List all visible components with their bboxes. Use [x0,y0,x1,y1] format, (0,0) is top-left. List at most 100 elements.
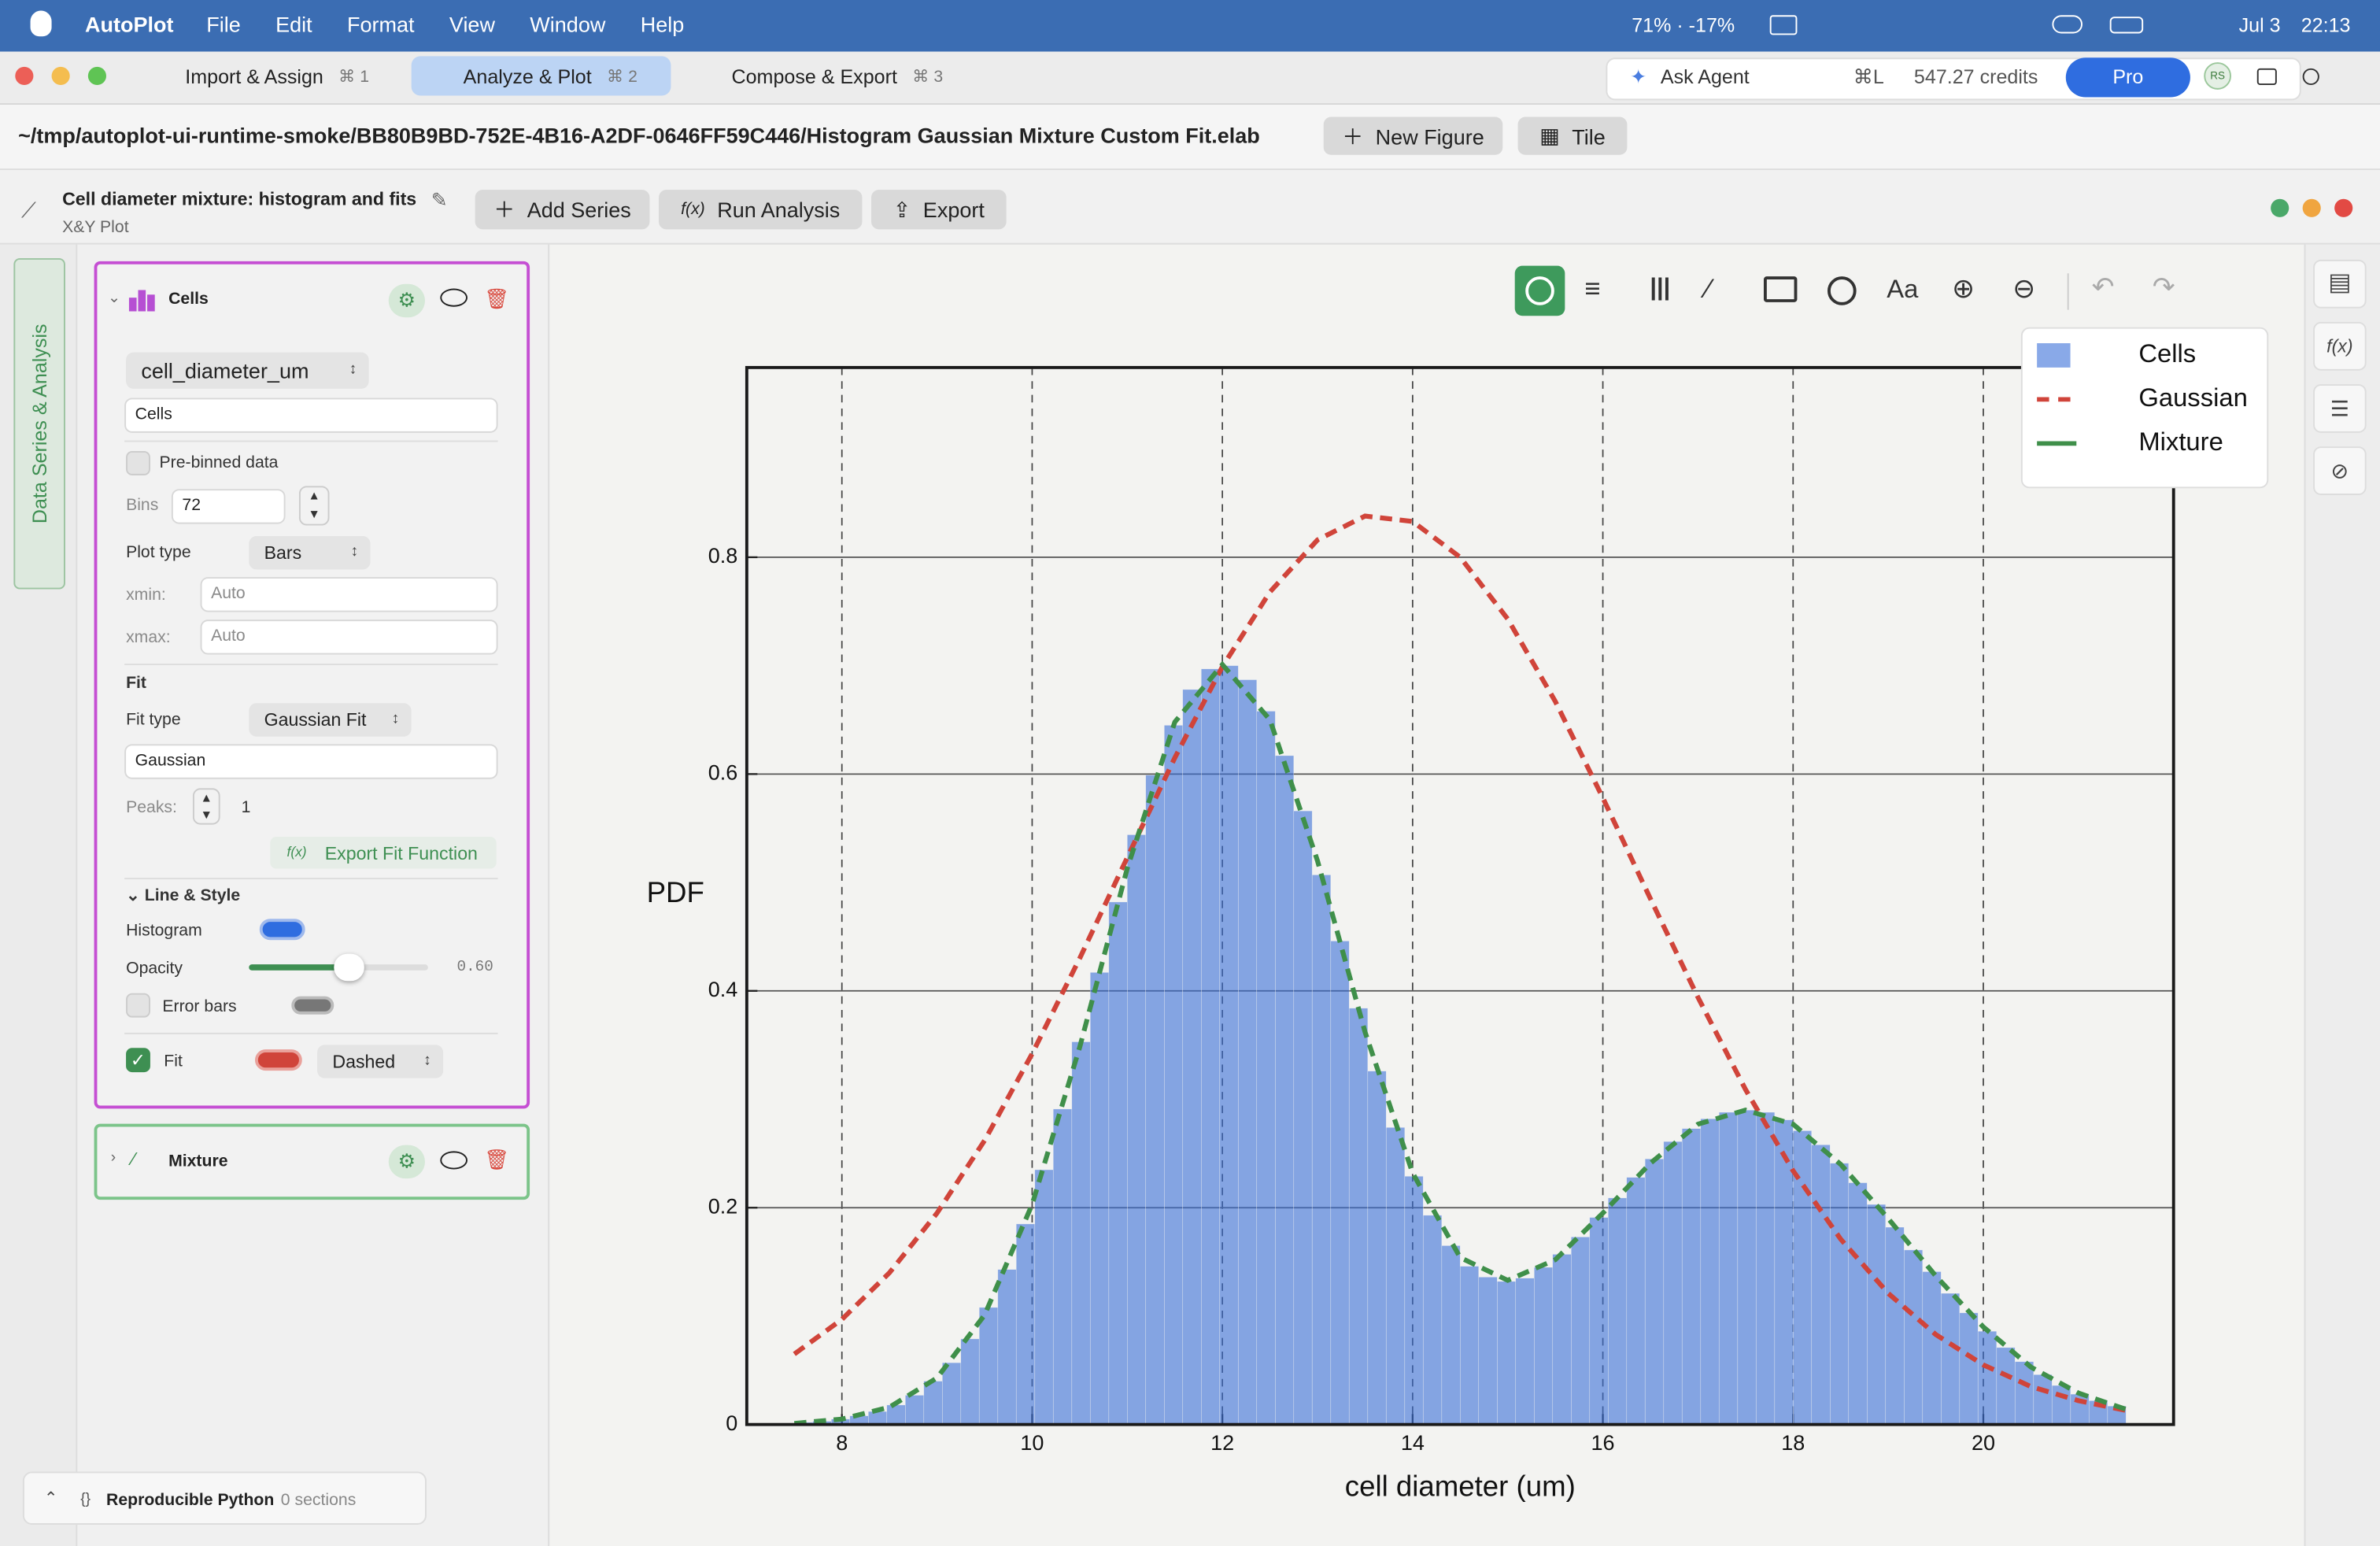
histogram-bar [1626,1177,1646,1425]
fx-button[interactable]: f(x) [2313,322,2367,371]
column-select[interactable]: cell_diameter_um [126,352,369,389]
prebinned-checkbox[interactable] [126,450,150,475]
delete-button[interactable]: 🗑 [484,1148,510,1171]
table-button[interactable]: ▤ [2313,259,2367,309]
text-tool[interactable]: Aa [1887,275,1919,304]
zoom-in-tool[interactable]: ⊕ [1952,273,1975,304]
plot-type-select[interactable]: Bars [249,536,371,570]
fit-type-label: Fit type [126,710,181,730]
export-fit-button[interactable] [270,837,497,869]
chevron: ⌃ [43,1489,58,1508]
figure-window-btn[interactable] [2302,198,2321,217]
peaks-stepper[interactable]: ▲ ▼ [192,788,220,825]
settings-sliders-button[interactable]: ☰ [2313,384,2367,433]
add-series-button[interactable]: ＋ Add Series [475,190,650,230]
menu-item[interactable]: View [449,12,495,37]
rect-tool[interactable] [1763,276,1798,302]
bins-field[interactable]: 72 [171,489,286,524]
collapse-chevron[interactable]: ⌄ [107,290,121,307]
histogram-bar [1201,668,1221,1425]
tab[interactable]: Import & Assign ⌘ 1 [134,56,403,95]
expand-chevron[interactable]: › [110,1149,116,1167]
menu-item[interactable]: Format [347,12,415,37]
menu-item[interactable]: File [206,12,241,37]
x-tick-label: 10 [1020,1431,1044,1455]
pro-button[interactable]: Pro [2065,57,2190,98]
xmin-field[interactable]: Auto [200,577,498,612]
opacity-slider[interactable] [334,953,364,982]
theme-icon[interactable] [2302,68,2319,86]
x-tick-label: 16 [1591,1431,1615,1455]
ellipse-tool[interactable] [1827,276,1857,305]
minimize-window[interactable] [51,66,70,86]
histogram-bar [1164,725,1184,1425]
edit-title[interactable]: ✎ [431,188,448,212]
redo-button[interactable]: ↷ [2152,272,2175,302]
avatar[interactable]: RS [2204,62,2231,90]
settings-button[interactable]: ⚙ [388,283,425,318]
figure-window-btn[interactable] [2271,198,2289,217]
visibility-toggle[interactable] [440,1151,468,1170]
python-panel[interactable] [22,1471,427,1525]
error-bars-swatch[interactable] [291,996,334,1015]
export-button[interactable]: ⇪ Export [870,190,1007,230]
button-label: New Figure [1375,124,1484,149]
zoom-window[interactable] [87,66,106,86]
wifi-icon[interactable] [2052,15,2082,34]
new-figure-button[interactable]: ＋ New Figure [1323,117,1503,155]
battery-icon[interactable] [2109,17,2144,34]
settings-button[interactable]: ⚙ [388,1145,425,1179]
status-icon[interactable] [1769,15,1798,35]
divider [124,1032,498,1034]
clock-time[interactable]: 22:13 [2301,13,2351,37]
clock-date[interactable]: Jul 3 [2238,13,2281,37]
histogram-bar [1718,1111,1739,1425]
menu-item[interactable]: Window [530,12,606,37]
apple-logo[interactable] [30,10,52,37]
battery-status[interactable]: 71% · -17% [1632,13,1735,37]
visibility-toggle[interactable] [440,288,468,307]
app-name[interactable]: AutoPlot [84,12,174,37]
xmax-field[interactable]: Auto [200,620,498,655]
figure-window-btn[interactable] [2334,198,2353,217]
fit-color-swatch[interactable] [254,1049,302,1071]
hline-tool[interactable]: ≡ [1584,273,1601,304]
figure-title[interactable]: Cell diameter mixture: histogram and fit… [62,188,417,210]
tab-shortcut: ⌘ 3 [912,67,944,87]
plus-icon: ＋ [1342,124,1364,149]
run-analysis-button[interactable]: f(x) Run Analysis [658,190,863,230]
menu-item[interactable]: Help [640,12,685,37]
sidebar-tab[interactable] [13,257,65,590]
book-icon[interactable] [2256,68,2277,86]
line-tool[interactable]: ⁄ [1706,273,1711,304]
tile-button[interactable]: ▦ Tile [1517,117,1628,155]
undo-button[interactable]: ↶ [2091,272,2115,302]
y-tick-label: 0.2 [708,1194,738,1218]
label-field[interactable]: Cells [124,398,498,433]
fit-style-select[interactable]: Dashed [317,1045,444,1078]
close-window[interactable] [15,66,34,86]
tab[interactable]: Compose & Export ⌘ 3 [680,56,977,95]
menu-item[interactable]: Edit [275,12,312,37]
agent-shortcut: ⌘L [1853,65,1884,88]
button-label: Run Analysis [717,197,841,222]
vline-tool[interactable]: ||| [1650,275,1671,301]
style-header[interactable]: ⌄ Line & Style [126,886,240,905]
figure-header [0,170,2380,245]
tab[interactable]: Analyze & Plot ⌘ 2 [412,56,671,96]
zoom-out-tool[interactable]: ⊖ [2012,273,2036,304]
fit-name-field[interactable]: Gaussian [124,744,498,779]
bins-stepper[interactable]: ▲ ▼ [298,486,330,526]
histogram-bar [2033,1374,2053,1425]
ask-agent[interactable]: Ask Agent [1660,65,1750,88]
error-bars-checkbox[interactable] [126,993,150,1018]
delete-button[interactable]: 🗑 [484,287,510,310]
share-icon: ⇪ [893,196,911,221]
peaks-label: Peaks: [126,798,177,817]
fit-type-select[interactable]: Gaussian Fit [249,703,412,737]
x-tick-label: 12 [1210,1431,1234,1455]
check-button[interactable]: ⊘ [2313,446,2367,495]
histogram-color-swatch[interactable] [259,919,305,941]
fit-checkbox[interactable]: ✓ [126,1048,150,1073]
python-sections: 0 sections [280,1491,357,1510]
